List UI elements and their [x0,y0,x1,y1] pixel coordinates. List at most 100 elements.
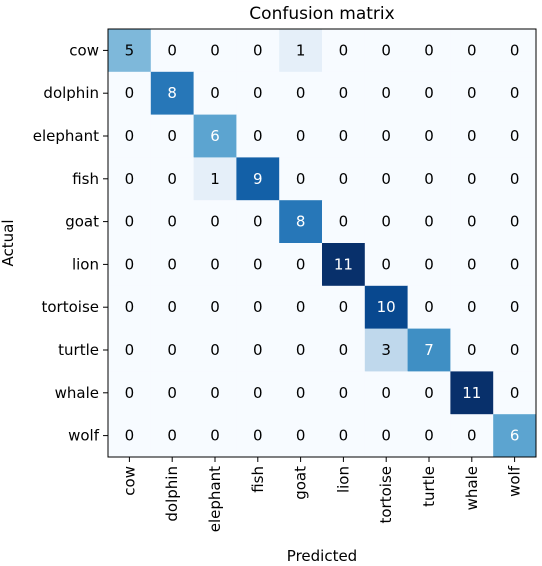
cell-value-wolf-turtle: 0 [424,427,434,445]
cell-value-turtle-elephant: 0 [210,341,220,359]
heatmap-cell-fish-turtle [407,157,451,201]
cell-value-whale-elephant: 0 [210,384,220,402]
cell-value-cow-cow: 5 [125,41,135,59]
heatmap-cell-dolphin-elephant [193,71,237,115]
cell-value-turtle-wolf: 0 [510,341,520,359]
y-tick-label-goat: goat [65,213,99,231]
cell-value-dolphin-turtle: 0 [424,84,434,102]
y-tick-label-fish: fish [72,170,99,188]
heatmap-cell-whale-whale [450,371,494,415]
cell-value-dolphin-wolf: 0 [510,84,520,102]
heatmap-cell-wolf-cow [108,414,152,458]
chart-title: Confusion matrix [249,4,394,24]
cell-value-goat-wolf: 0 [510,213,520,231]
heatmap-cell-whale-turtle [407,371,451,415]
cell-value-dolphin-fish: 0 [253,84,263,102]
cell-value-dolphin-elephant: 0 [210,84,220,102]
cell-value-whale-goat: 0 [296,384,306,402]
x-tick-label-cow: cow [120,466,138,496]
cell-value-cow-elephant: 0 [210,41,220,59]
cell-value-elephant-tortoise: 0 [381,127,391,145]
cell-value-elephant-goat: 0 [296,127,306,145]
cell-value-goat-dolphin: 0 [167,213,177,231]
heatmap-cell-wolf-goat [279,414,323,458]
heatmap-cell-turtle-lion [322,328,366,372]
heatmap-cell-fish-lion [322,157,366,201]
heatmap-cell-dolphin-wolf [493,71,537,115]
heatmap-cell-cow-whale [450,29,494,73]
heatmap-cell-cow-dolphin [150,29,194,73]
cell-value-cow-fish: 0 [253,41,263,59]
y-tick-label-cow: cow [69,41,99,59]
heatmap-cell-wolf-elephant [193,414,237,458]
heatmap-cell-fish-goat [279,157,323,201]
cell-value-fish-elephant: 1 [210,170,220,188]
heatmap-cell-elephant-cow [108,114,152,158]
heatmap-cell-lion-tortoise [364,243,408,287]
heatmap-cell-tortoise-lion [322,285,366,329]
heatmap-cell-tortoise-elephant [193,285,237,329]
heatmap-cell-elephant-turtle [407,114,451,158]
heatmap-cell-dolphin-cow [108,71,152,115]
heatmap-cell-turtle-cow [108,328,152,372]
cell-value-elephant-fish: 0 [253,127,263,145]
x-axis-ticks: cow dolphin elephant fish goat lion tortoise tu… [120,457,524,532]
y-tick-label-tortoise: tortoise [42,298,100,316]
x-tick-label-elephant: elephant [206,466,224,532]
heatmap-cell-lion-goat [279,243,323,287]
cell-value-whale-wolf: 0 [510,384,520,402]
heatmap-cell-lion-wolf [493,243,537,287]
heatmap-cell-tortoise-turtle [407,285,451,329]
heatmap-cell-goat-dolphin [150,200,194,244]
heatmap-cell-whale-lion [322,371,366,415]
heatmap-cell-cow-elephant [193,29,237,73]
cell-value-turtle-dolphin: 0 [167,341,177,359]
cell-value-fish-wolf: 0 [510,170,520,188]
heatmap-cell-goat-fish [236,200,280,244]
heatmap-cell-cow-wolf [493,29,537,73]
x-tick-label-dolphin: dolphin [163,466,181,522]
plot-frame [107,28,537,458]
cell-value-dolphin-whale: 0 [467,84,477,102]
cell-value-whale-whale: 11 [462,384,481,402]
heatmap-cell-goat-cow [108,200,152,244]
y-tick-label-whale: whale [55,384,99,402]
heatmap-cell-wolf-fish [236,414,280,458]
cell-value-cow-goat: 1 [296,41,306,59]
heatmap-cell-cow-cow [108,29,152,73]
heatmap-cell-elephant-lion [322,114,366,158]
cell-value-dolphin-dolphin: 8 [167,84,177,102]
x-axis-label: Predicted [287,547,357,565]
heatmap-cell-whale-fish [236,371,280,415]
heatmap-cell-turtle-dolphin [150,328,194,372]
heatmap-cell-dolphin-goat [279,71,323,115]
cell-value-goat-tortoise: 0 [381,213,391,231]
cell-value-turtle-cow: 0 [125,341,135,359]
heatmap-cell-elephant-fish [236,114,280,158]
cell-value-tortoise-wolf: 0 [510,298,520,316]
cell-value-tortoise-elephant: 0 [210,298,220,316]
heatmap-cell-tortoise-dolphin [150,285,194,329]
heatmap-cell-tortoise-wolf [493,285,537,329]
heatmap-cell-dolphin-turtle [407,71,451,115]
heatmap-cell-elephant-wolf [493,114,537,158]
cell-value-goat-goat: 8 [296,213,306,231]
cell-value-lion-cow: 0 [125,255,135,273]
cell-value-cow-tortoise: 0 [381,41,391,59]
heatmap-cell-goat-lion [322,200,366,244]
heatmap-cell-whale-elephant [193,371,237,415]
heatmap-cell-elephant-tortoise [364,114,408,158]
cell-value-cow-lion: 0 [339,41,349,59]
heatmap-cell-elephant-whale [450,114,494,158]
heatmap-cell-tortoise-cow [108,285,152,329]
cell-value-lion-elephant: 0 [210,255,220,273]
cell-value-goat-cow: 0 [125,213,135,231]
heatmap-cell-goat-elephant [193,200,237,244]
cell-value-dolphin-goat: 0 [296,84,306,102]
cell-value-fish-fish: 9 [253,170,263,188]
cell-value-turtle-goat: 0 [296,341,306,359]
cell-value-fish-lion: 0 [339,170,349,188]
cell-value-cow-whale: 0 [467,41,477,59]
cell-value-tortoise-turtle: 0 [424,298,434,316]
heatmap-cell-cow-fish [236,29,280,73]
